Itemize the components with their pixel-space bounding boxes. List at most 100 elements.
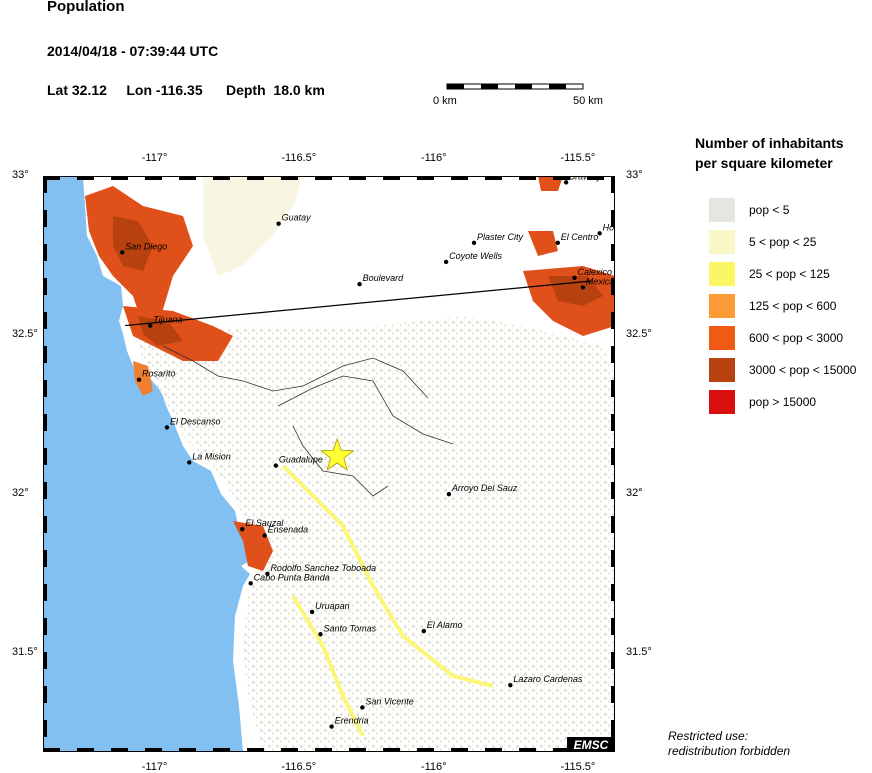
frame-tick [43, 414, 47, 431]
city-label: Erendria [335, 716, 369, 726]
top-longitude-label: -116.5° [281, 152, 317, 164]
city-label: San Vicente [365, 696, 413, 706]
low-density-region [133, 316, 615, 752]
top-longitude-label: -116° [420, 152, 447, 164]
city-marker [555, 240, 560, 246]
frame-tick [213, 748, 230, 752]
frame-tick [417, 176, 434, 180]
legend-swatch [709, 390, 735, 414]
city-marker [136, 377, 142, 382]
legend-title-line1: Number of inhabitants [695, 135, 844, 151]
usage-note-line1: Restricted use: [668, 729, 749, 743]
city-label: El Sauzal [245, 518, 284, 528]
city-marker [357, 281, 362, 287]
frame-tick [43, 210, 47, 227]
frame-tick [519, 748, 536, 752]
frame-tick [611, 482, 615, 499]
frame-tick [315, 748, 332, 752]
city-label: La Mision [192, 451, 231, 461]
legend-swatch [709, 198, 735, 222]
frame-tick [43, 720, 47, 737]
frame-tick [611, 618, 615, 635]
city-label: Arroyo Del Sauz [451, 483, 518, 493]
legend-label: 3000 < pop < 15000 [749, 363, 857, 377]
frame-tick [315, 176, 332, 180]
scale-bar [446, 83, 584, 90]
city-marker [446, 492, 452, 497]
bottom-longitude-label: -116.5° [281, 761, 317, 773]
right-latitude-label: 33° [626, 169, 643, 181]
frame-tick [213, 176, 230, 180]
scale-bar-left-label: 0 km [433, 95, 457, 107]
frame-tick [43, 482, 47, 499]
usage-note: Restricted use: redistribution forbidden [668, 729, 790, 759]
frame-tick [77, 748, 94, 752]
left-latitude-label: 32° [12, 487, 29, 500]
frame-tick [611, 652, 615, 669]
frame-tick [587, 176, 604, 180]
city-marker [563, 180, 569, 185]
frame-tick [611, 516, 615, 533]
left-latitude-label: 33° [12, 169, 29, 181]
city-marker [421, 628, 426, 634]
rosarito-strip [133, 361, 153, 396]
city-marker [318, 632, 323, 637]
right-latitude-label: 32° [626, 487, 643, 500]
left-latitude-label: 31.5° [12, 646, 38, 659]
city-label: Tijuana [153, 315, 182, 325]
frame-tick [553, 176, 570, 180]
city-label: Boulevard [363, 273, 405, 283]
usage-note-line2: redistribution forbidden [668, 744, 791, 758]
frame-tick [281, 748, 298, 752]
san-diego-core [113, 216, 153, 271]
legend-swatch [709, 326, 735, 350]
city-label: San Diego [125, 241, 167, 251]
legend-swatch [709, 294, 735, 318]
legend-label: 600 < pop < 3000 [749, 331, 844, 345]
legend-label: pop > 15000 [749, 395, 817, 409]
population-map: Brawley Guatay San Diego Plaster City El Cen… [43, 176, 615, 752]
city-label: Calexico [578, 267, 613, 277]
frame-tick [43, 448, 47, 465]
city-label: Rodolfo Sanchez Toboada [270, 563, 376, 573]
ensenada-urban [233, 521, 273, 571]
el-centro-urban [528, 231, 558, 256]
city-label: Lazaro Cardenas [513, 674, 583, 684]
city-label: El Alamo [427, 620, 463, 630]
frame-tick [417, 748, 434, 752]
left-latitude-label: 32.5° [12, 328, 38, 341]
epicenter-star [319, 437, 355, 471]
city-label: El Descanso [170, 416, 221, 426]
legend-title: Number of inhabitants per square kilomet… [695, 133, 844, 173]
frame-tick [611, 720, 615, 737]
city-marker [187, 460, 192, 465]
frame-tick [43, 584, 47, 601]
frame-tick [485, 176, 502, 180]
city-label: Cabo Punta Banda [254, 572, 330, 582]
frame-tick [519, 176, 536, 180]
legend-title-line2: per square kilometer [695, 155, 833, 171]
city-marker [273, 463, 279, 468]
bottom-longitude-label: -117° [141, 761, 168, 773]
frame-tick [43, 312, 47, 329]
bottom-longitude-label: -116° [420, 761, 447, 773]
legend-label: 5 < pop < 25 [749, 235, 817, 249]
fault-line [125, 280, 592, 327]
top-longitude-label: -115.5° [560, 152, 596, 164]
city-marker [147, 323, 153, 328]
frame-tick [43, 176, 60, 180]
frame-tick [43, 652, 47, 669]
legend-swatch [709, 262, 735, 286]
city-label: Holt [603, 222, 615, 232]
frame-tick [43, 278, 47, 295]
legend-label: pop < 5 [749, 203, 790, 217]
watermark-label: EMSC [574, 738, 609, 752]
frame-tick [611, 176, 615, 193]
city-label: Rosarito [142, 369, 176, 379]
low-density-north [203, 176, 303, 276]
frame-tick [43, 244, 47, 261]
legend-swatch [709, 230, 735, 254]
event-datetime: 2014/04/18 - 07:39:44 UTC [47, 43, 219, 59]
right-latitude-label: 32.5° [626, 328, 652, 341]
city-marker [360, 705, 365, 710]
